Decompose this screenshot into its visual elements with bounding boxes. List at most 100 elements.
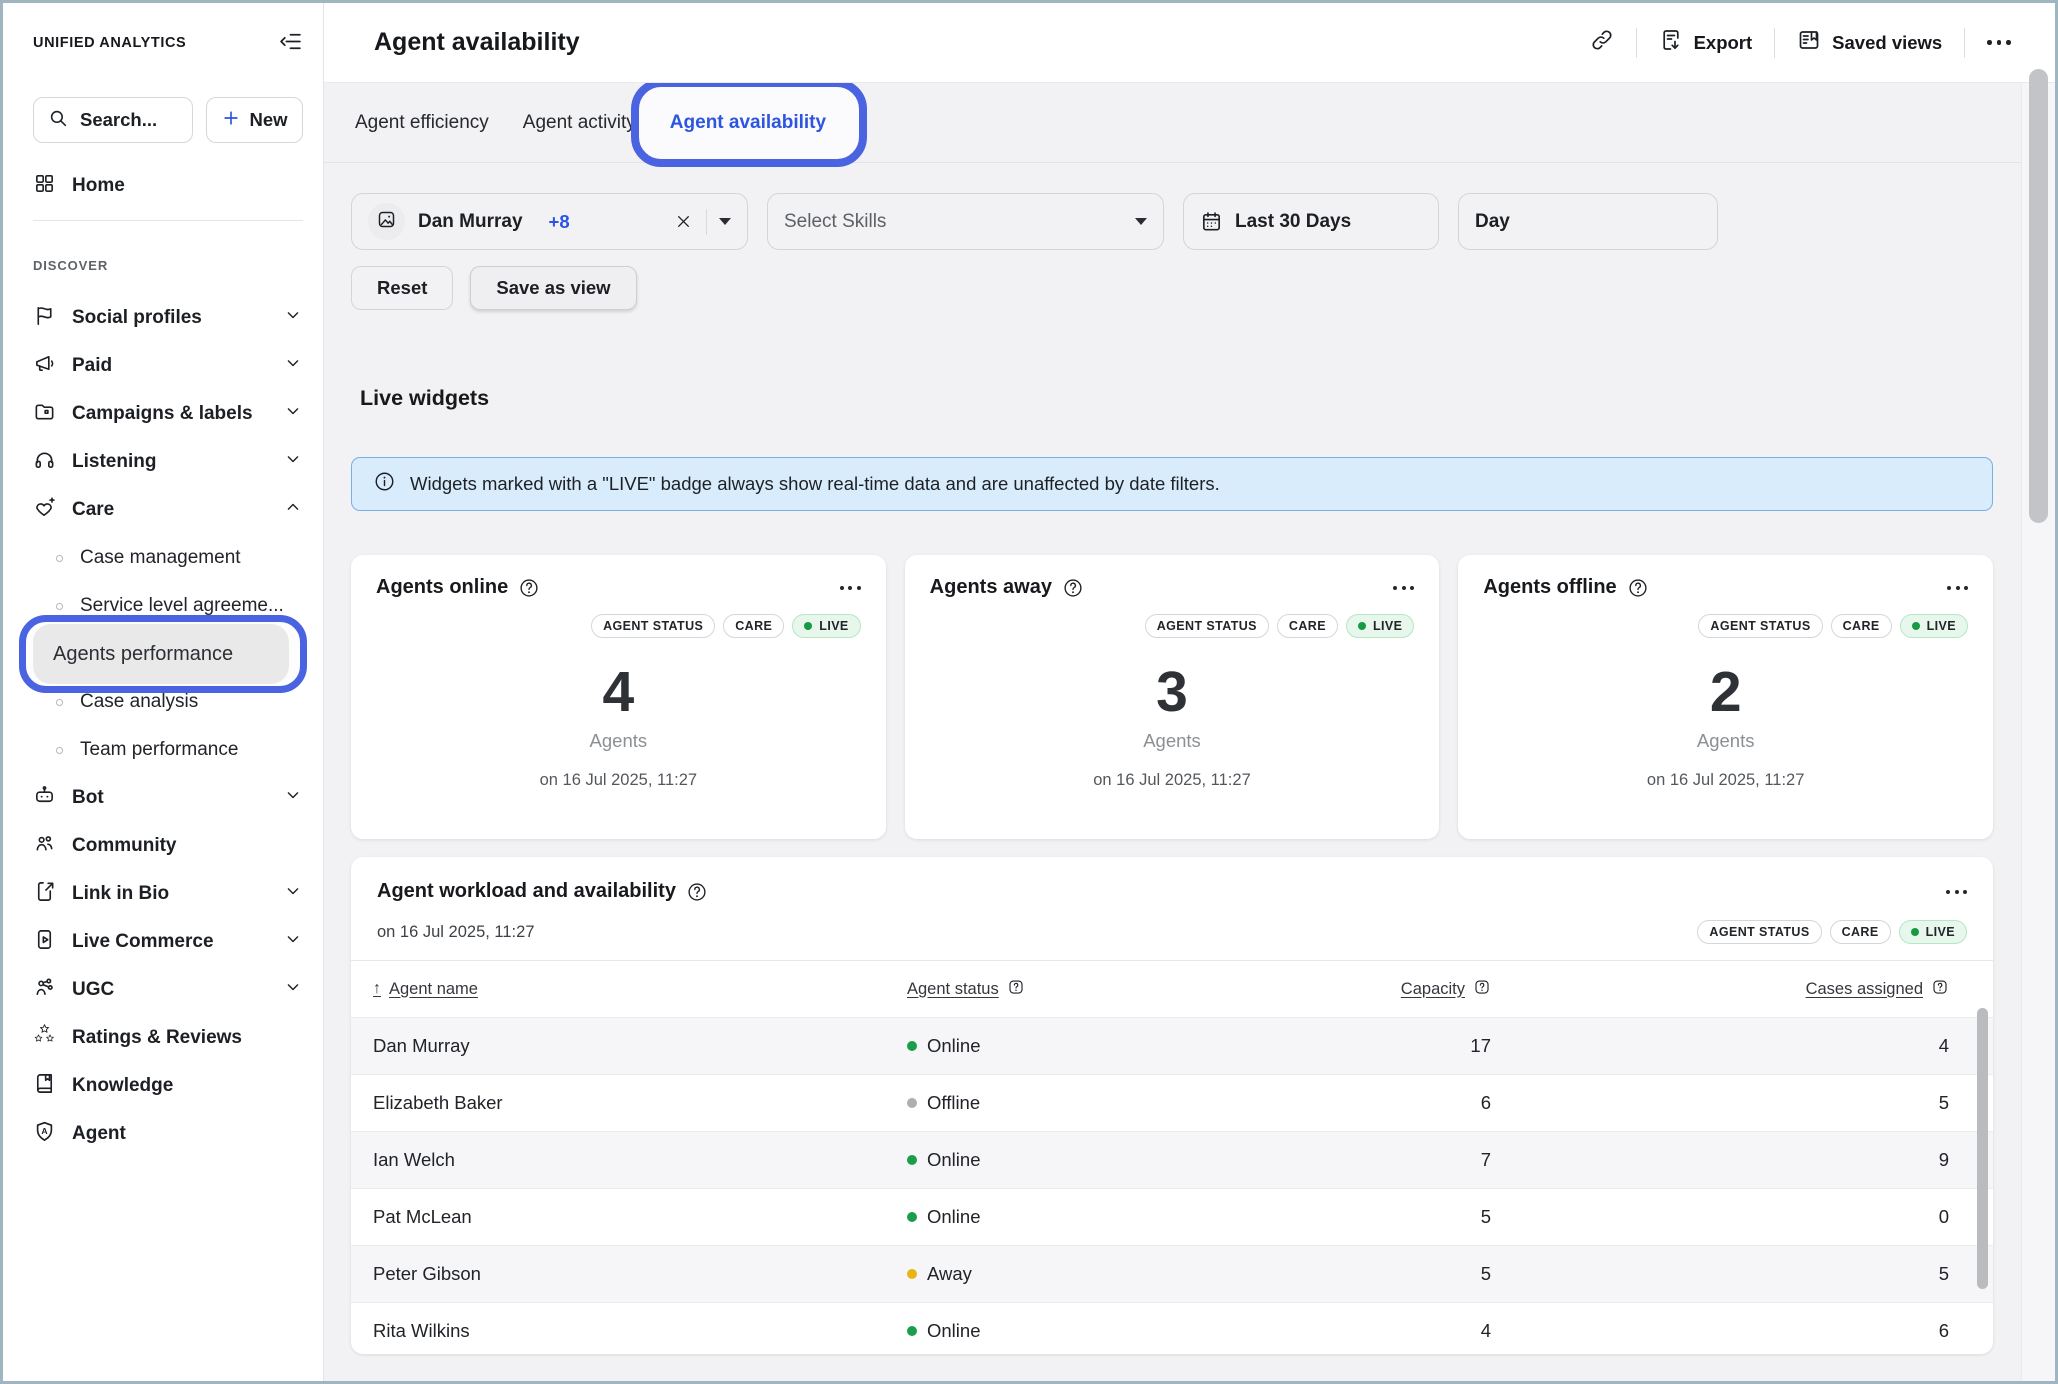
live-dot-icon (1910, 928, 1919, 936)
chevron-up-icon (283, 497, 303, 523)
sidebar-item-case-analysis[interactable]: Case analysis (33, 678, 303, 726)
sidebar-nav: Social profiles Paid Campaigns & labels … (19, 294, 307, 1158)
help-box-icon[interactable] (1007, 978, 1025, 1001)
sidebar-item-home[interactable]: Home (33, 165, 303, 207)
cases-assigned-cell: 4 (1938, 1035, 1949, 1056)
card-title: Agents online (376, 576, 509, 598)
agent-name-cell: Dan Murray (373, 1035, 470, 1056)
table-scrollbar-thumb[interactable] (1977, 1008, 1988, 1289)
saved-views-button[interactable]: Saved views (1797, 28, 1942, 57)
granularity-value: Day (1475, 210, 1510, 232)
agents-performance-active-pill[interactable]: Agents performance (33, 624, 289, 684)
table-row: Ian Welch Online 7 9 (351, 1131, 1993, 1188)
sidebar-item-bot[interactable]: Bot (33, 774, 303, 822)
calendar-icon (1200, 210, 1223, 233)
search-button[interactable]: Search... (33, 97, 193, 143)
column-capacity[interactable]: Capacity (1401, 978, 1491, 1001)
card-menu-button[interactable] (839, 585, 861, 590)
export-button[interactable]: Export (1659, 28, 1752, 57)
sidebar-item-paid[interactable]: Paid (33, 342, 303, 390)
new-button[interactable]: New (206, 97, 303, 143)
agent-name-cell: Pat McLean (373, 1206, 472, 1227)
capacity-cell: 6 (1480, 1092, 1491, 1113)
discover-section-label: DISCOVER (33, 258, 109, 273)
help-icon[interactable] (1627, 577, 1649, 599)
sidebar-item-care[interactable]: Care (33, 486, 303, 534)
status-dot-icon (907, 1041, 917, 1051)
new-label: New (249, 109, 288, 130)
sidebar-item-knowledge[interactable]: Knowledge (33, 1062, 303, 1110)
megaphone-icon (33, 352, 56, 381)
more-options-button[interactable] (1987, 40, 2011, 45)
help-icon[interactable] (1062, 577, 1084, 599)
nav-label: Team performance (80, 739, 239, 760)
help-icon[interactable] (686, 881, 708, 903)
agent-filter-value: Dan Murray (418, 210, 523, 232)
agent-status-cell: Offline (907, 1092, 1271, 1114)
chevron-down-icon (283, 785, 303, 811)
page-content: Dan Murray +8 Select Skills Last 30 Days (324, 163, 2055, 1381)
metric-unit: Agents (1696, 730, 1755, 751)
agent-status-badge: AGENT STATUS (1698, 614, 1823, 638)
help-icon[interactable] (518, 577, 540, 599)
agent-filter[interactable]: Dan Murray +8 (351, 193, 748, 250)
tab-agent-efficiency[interactable]: Agent efficiency (355, 111, 489, 133)
page-title: Agent availability (374, 28, 580, 56)
card-menu-button[interactable] (1947, 585, 1969, 590)
skills-filter[interactable]: Select Skills (767, 193, 1164, 250)
column-agent-status[interactable]: Agent status (907, 978, 1271, 1001)
sidebar-item-ugc[interactable]: UGC (33, 966, 303, 1014)
granularity-filter[interactable]: Day (1458, 193, 1718, 250)
caret-down-icon[interactable] (719, 218, 731, 225)
filter-bar: Dan Murray +8 Select Skills Last 30 Days (351, 193, 1993, 250)
sidebar-item-team-performance[interactable]: Team performance (33, 726, 303, 774)
agent-status-cell: Online (907, 1149, 1271, 1171)
agent-status-cell: Online (907, 1035, 1271, 1057)
book-icon (33, 1072, 56, 1101)
live-badge: LIVE (792, 614, 861, 638)
capacity-cell: 5 (1480, 1263, 1491, 1284)
help-box-icon[interactable] (1931, 978, 1949, 1001)
capacity-cell: 7 (1480, 1149, 1491, 1170)
save-as-view-button[interactable]: Save as view (470, 266, 637, 310)
sidebar-item-ratings-reviews[interactable]: Ratings & Reviews (33, 1014, 303, 1062)
tab-agent-availability[interactable]: Agent availability (669, 111, 827, 133)
date-range-filter[interactable]: Last 30 Days (1183, 193, 1439, 250)
status-dot-icon (907, 1326, 917, 1336)
table-row: Peter Gibson Away 5 5 (351, 1245, 1993, 1302)
copy-link-button[interactable] (1590, 28, 1614, 57)
sidebar-item-case-management[interactable]: Case management (33, 534, 303, 582)
sidebar-item-campaigns-labels[interactable]: Campaigns & labels (33, 390, 303, 438)
sidebar-item-community[interactable]: Community (33, 822, 303, 870)
tab-agent-activity[interactable]: Agent activity (522, 111, 636, 133)
care-sub-list: Case management Service level agreeme...… (19, 534, 307, 774)
clear-filter-icon[interactable] (673, 211, 694, 232)
reset-button[interactable]: Reset (351, 266, 454, 310)
nav-label: Paid (72, 355, 113, 376)
sidebar: UNIFIED ANALYTICS Search... New (3, 3, 324, 1381)
table-row: Pat McLean Online 5 0 (351, 1188, 1993, 1245)
page-scrollbar-thumb[interactable] (2029, 69, 2048, 523)
card-menu-button[interactable] (1393, 585, 1415, 590)
column-cases-assigned[interactable]: Cases assigned (1806, 978, 1949, 1001)
sidebar-item-listening[interactable]: Listening (33, 438, 303, 486)
table-menu-button[interactable] (1946, 889, 1967, 894)
main-area: Agent availability Export Saved views (324, 3, 2055, 1381)
column-agent-name[interactable]: ↑ Agent name (373, 979, 478, 998)
sidebar-item-service-level-agreements[interactable]: Service level agreeme... (33, 582, 303, 630)
sidebar-item-live-commerce[interactable]: Live Commerce (33, 918, 303, 966)
nav-label: Agents performance (53, 642, 234, 665)
status-dot-icon (907, 1212, 917, 1222)
link-icon (1590, 28, 1614, 57)
folder-label-icon (33, 400, 56, 429)
help-box-icon[interactable] (1473, 978, 1491, 1001)
sidebar-item-agent[interactable]: A Agent (33, 1110, 303, 1158)
sidebar-item-social-profiles[interactable]: Social profiles (33, 294, 303, 342)
cases-assigned-cell: 5 (1938, 1263, 1949, 1284)
nav-label: Care (72, 499, 115, 520)
collapse-sidebar-button[interactable] (278, 29, 303, 57)
chevron-down-icon (283, 305, 303, 331)
sidebar-item-link-in-bio[interactable]: Link in Bio (33, 870, 303, 918)
sidebar-item-agents-performance[interactable]: Agents performance (19, 615, 307, 693)
